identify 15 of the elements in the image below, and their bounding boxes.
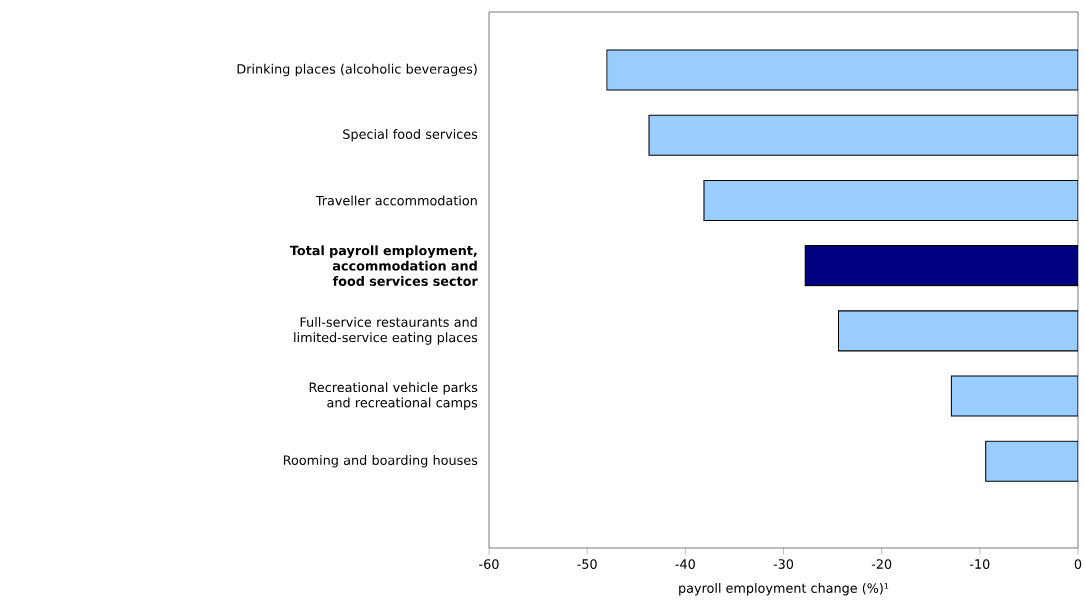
y-tick-label: Traveller accommodation — [315, 195, 477, 206]
x-tick-label: -10 — [970, 559, 990, 569]
y-tick-label: Special food services — [343, 129, 478, 142]
y-tick-label: Rooming and boarding houses — [283, 455, 478, 468]
x-tick-label: -20 — [871, 559, 892, 569]
y-tick-label: Drinking places (alcoholic beverages) — [237, 63, 477, 77]
x-tick-label: -30 — [773, 559, 794, 569]
x-axis-title: payroll employment change (%)¹ — [679, 583, 889, 596]
y-tick-label: Full-service restaurants and limited-service eating places — [294, 317, 478, 345]
x-tick-label: -60 — [479, 559, 499, 569]
x-tick-label: 0 — [1074, 559, 1082, 569]
x-tick-label: -40 — [675, 559, 695, 569]
y-tick-label: Total payroll employment, accommodation and food services sector — [289, 245, 478, 286]
y-tick-label: Recreational vehicle parks and recreational camps — [309, 382, 478, 410]
x-tick-label: -50 — [577, 559, 597, 569]
